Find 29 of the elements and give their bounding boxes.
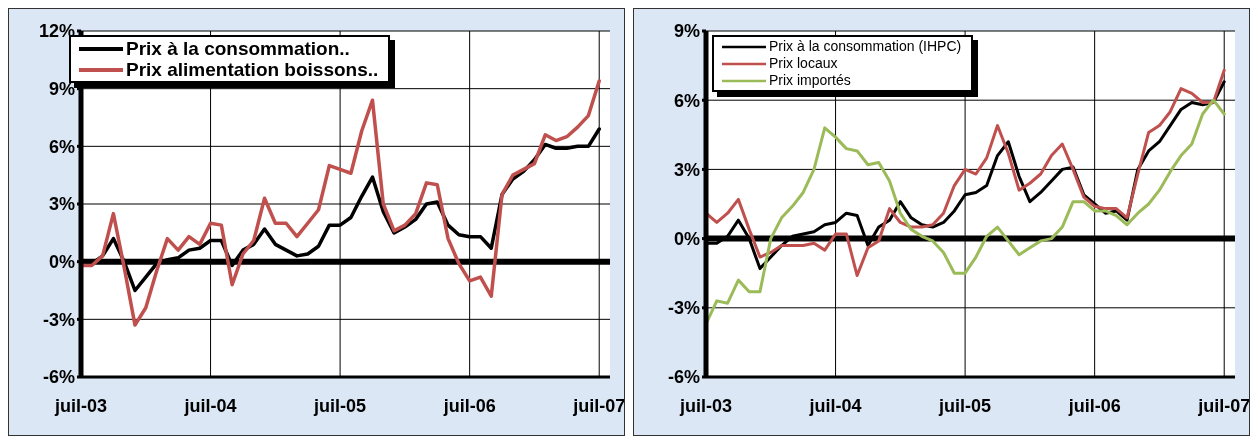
y-tick-label: 6% bbox=[48, 136, 75, 157]
y-tick-label: -3% bbox=[667, 298, 700, 319]
legend-label: Prix à la consommation (IHPC) bbox=[769, 38, 962, 55]
x-tick-label: juil-06 bbox=[1067, 395, 1121, 416]
y-tick-label: 3% bbox=[48, 194, 75, 215]
line-series bbox=[81, 79, 601, 327]
x-tick-label: juil-03 bbox=[678, 395, 733, 416]
y-tick-label: 3% bbox=[673, 159, 700, 180]
x-tick-label: juil-06 bbox=[442, 395, 496, 416]
x-tick-label: juil-07 bbox=[572, 395, 626, 416]
x-tick-label: juil-05 bbox=[938, 395, 992, 416]
y-tick-label: -3% bbox=[42, 309, 75, 330]
legend-label: Prix locaux bbox=[769, 55, 838, 72]
y-tick-label: 6% bbox=[673, 90, 700, 111]
x-tick-label: juil-07 bbox=[1197, 395, 1251, 416]
y-tick-label: 0% bbox=[673, 228, 700, 249]
x-tick-label: juil-05 bbox=[313, 395, 367, 416]
legend-label: Prix importés bbox=[769, 72, 851, 89]
y-tick-label: 12% bbox=[38, 21, 75, 42]
y-tick-label: 9% bbox=[673, 21, 700, 42]
y-tick-label: 9% bbox=[48, 79, 75, 100]
y-tick-label: -6% bbox=[42, 367, 75, 388]
x-tick-label: juil-04 bbox=[808, 395, 862, 416]
x-tick-label: juil-04 bbox=[183, 395, 237, 416]
y-tick-label: 0% bbox=[48, 252, 75, 273]
y-tick-label: -6% bbox=[667, 367, 700, 388]
x-tick-label: juil-03 bbox=[53, 395, 108, 416]
legend-label: Prix à la consommation.. bbox=[126, 38, 350, 59]
legend-label: Prix alimentation boissons.. bbox=[126, 59, 379, 80]
